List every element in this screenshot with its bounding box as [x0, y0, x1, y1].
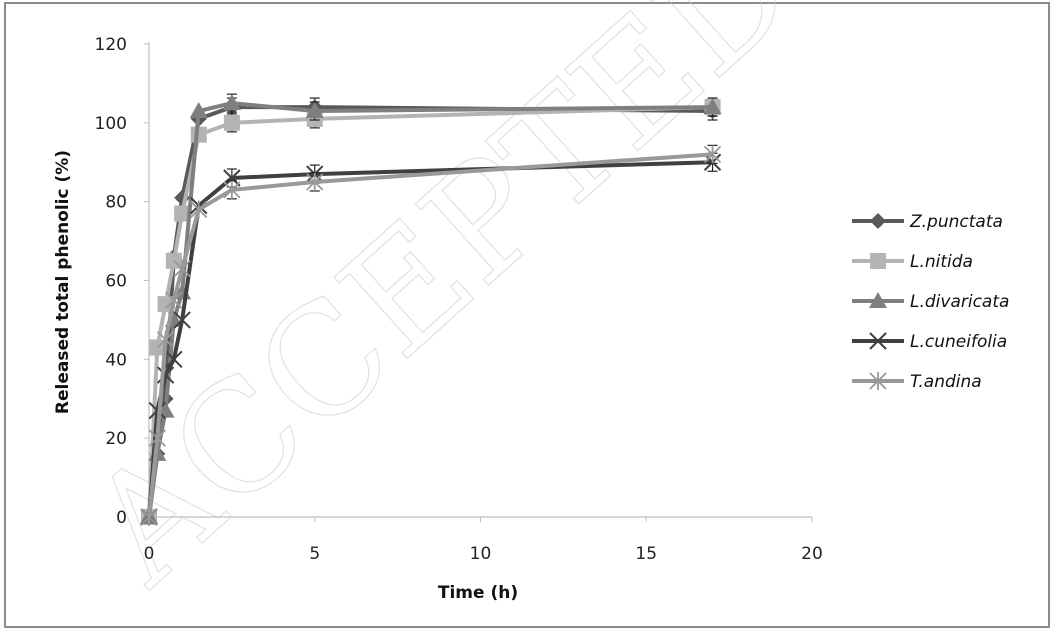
series-layer — [140, 93, 722, 526]
data-point-t-andina — [703, 145, 722, 164]
legend-item-l-cuneifolia: L.cuneifolia — [852, 332, 1007, 352]
legend-swatch-marker — [869, 332, 887, 350]
y-tick-label: 40 — [105, 350, 127, 370]
series-line-l-cuneifolia — [147, 160, 713, 518]
legend-swatch-marker — [870, 253, 886, 269]
legend-item-l-nitida: L.nitida — [852, 252, 973, 272]
x-tick-label: 20 — [801, 544, 823, 564]
series-line-t-andina — [147, 152, 713, 518]
legend-label: Z.punctata — [909, 212, 1003, 232]
y-tick-label: 60 — [105, 272, 127, 292]
legend-item-t-andina: T.andina — [852, 372, 982, 392]
data-point-l-divaricata — [703, 98, 722, 115]
data-point-l-nitida — [174, 205, 191, 222]
marker-stroke — [165, 350, 183, 369]
data-point-t-andina — [306, 172, 324, 191]
data-point-l-nitida — [223, 114, 240, 131]
legend-label: L.nitida — [910, 252, 973, 272]
data-point-t-andina — [190, 200, 208, 219]
series-l-nitida — [141, 97, 721, 525]
y-tick-label: 20 — [105, 429, 127, 449]
marker-stroke — [148, 401, 166, 420]
y-tick-label: 80 — [105, 193, 127, 213]
data-point-t-andina — [140, 508, 158, 526]
series-t-andina — [140, 144, 722, 526]
data-point-t-andina — [173, 259, 191, 278]
marker-stroke — [173, 311, 191, 329]
marker-stroke — [869, 332, 887, 350]
data-point-l-cuneifolia — [173, 311, 191, 329]
legend-label: L.cuneifolia — [910, 332, 1007, 352]
data-point-t-andina — [223, 180, 241, 199]
series-l-divaricata — [140, 93, 722, 524]
y-tick-label: 0 — [116, 508, 127, 528]
y-axis-title: Released total phenolic (%) — [53, 150, 73, 414]
data-point-l-cuneifolia — [148, 401, 166, 420]
data-point-t-andina — [165, 291, 183, 310]
x-axis-title: Time (h) — [438, 583, 518, 603]
legend-item-l-divaricata: L.divaricata — [852, 292, 1009, 312]
data-point-l-divaricata — [222, 94, 241, 111]
x-tick-label: 15 — [635, 544, 657, 564]
data-point-l-cuneifolia — [165, 350, 183, 369]
data-point-t-andina — [148, 429, 166, 448]
series-l-cuneifolia — [140, 152, 722, 526]
legend-swatch-marker — [869, 372, 887, 390]
legend-swatch-marker — [869, 292, 887, 308]
series-z-punctata — [141, 97, 721, 525]
data-point-t-andina — [156, 330, 175, 349]
legend-swatch-marker — [870, 213, 886, 229]
legend-label: T.andina — [910, 372, 982, 392]
data-point-l-nitida — [157, 296, 174, 313]
data-point-l-divaricata — [305, 102, 324, 119]
x-tick-label: 10 — [470, 544, 492, 564]
legend-item-z-punctata: Z.punctata — [852, 212, 1003, 232]
legend-label: L.divaricata — [910, 292, 1009, 312]
x-tick-label: 0 — [144, 544, 155, 564]
legend: Z.punctata L.nitida L.divaricata L.cuneifol… — [852, 212, 1009, 392]
axes: 0 20 40 60 80 100 120 0 5 10 15 20 — [95, 35, 823, 564]
y-tick-label: 120 — [95, 35, 127, 55]
x-tick-label: 5 — [309, 544, 320, 564]
data-point-l-divaricata — [189, 102, 208, 119]
y-tick-label: 100 — [95, 114, 127, 134]
